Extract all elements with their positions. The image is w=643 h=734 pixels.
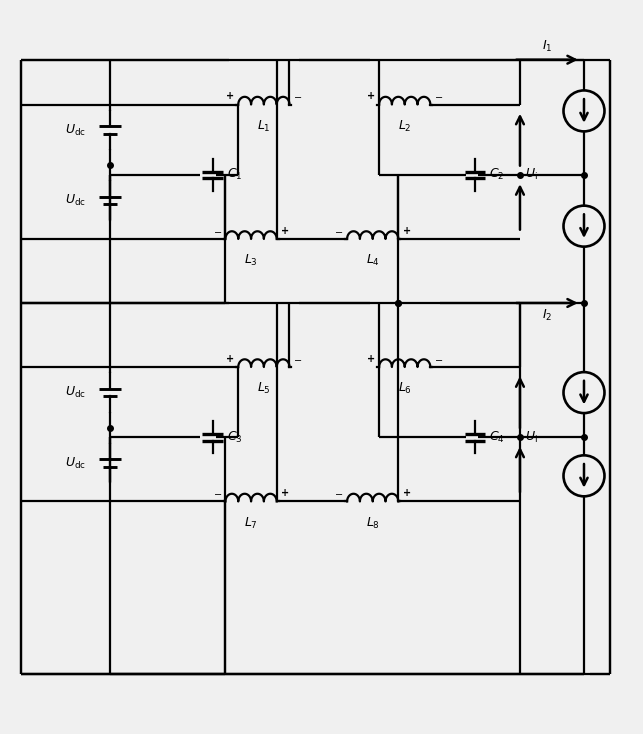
Text: +: + xyxy=(367,91,375,101)
Text: $U_{\mathrm{dc}}$: $U_{\mathrm{dc}}$ xyxy=(65,385,86,400)
Text: $-$: $-$ xyxy=(334,225,343,236)
Text: $L_5$: $L_5$ xyxy=(257,381,271,396)
Text: $C_1$: $C_1$ xyxy=(227,167,242,183)
Text: +: + xyxy=(403,488,411,498)
Text: $U_{\mathrm{i}}$: $U_{\mathrm{i}}$ xyxy=(525,430,538,445)
Text: $I_2$: $I_2$ xyxy=(542,308,552,324)
Text: $I_1$: $I_1$ xyxy=(542,40,552,54)
Text: +: + xyxy=(281,225,289,236)
Text: $U_{\mathrm{i}}$: $U_{\mathrm{i}}$ xyxy=(525,167,538,183)
Text: +: + xyxy=(281,488,289,498)
Text: $-$: $-$ xyxy=(293,91,302,101)
Text: $-$: $-$ xyxy=(334,488,343,498)
Text: +: + xyxy=(226,91,234,101)
Text: $U_{\mathrm{dc}}$: $U_{\mathrm{dc}}$ xyxy=(65,123,86,138)
Text: +: + xyxy=(367,354,375,363)
Text: $U_{\mathrm{dc}}$: $U_{\mathrm{dc}}$ xyxy=(65,456,86,470)
Text: +: + xyxy=(226,354,234,363)
Text: $-$: $-$ xyxy=(434,91,443,101)
Text: $L_4$: $L_4$ xyxy=(366,253,380,268)
Text: $-$: $-$ xyxy=(293,354,302,363)
Text: $C_3$: $C_3$ xyxy=(227,430,242,445)
Text: $-$: $-$ xyxy=(213,488,222,498)
Text: $U_{\mathrm{dc}}$: $U_{\mathrm{dc}}$ xyxy=(65,193,86,208)
Text: $C_4$: $C_4$ xyxy=(489,430,505,445)
Text: $L_6$: $L_6$ xyxy=(398,381,412,396)
Text: $-$: $-$ xyxy=(434,354,443,363)
Text: $L_1$: $L_1$ xyxy=(257,119,271,134)
Text: $L_3$: $L_3$ xyxy=(244,253,258,268)
Text: $L_8$: $L_8$ xyxy=(366,515,380,531)
Text: $L_7$: $L_7$ xyxy=(244,515,258,531)
Text: $L_2$: $L_2$ xyxy=(398,119,412,134)
Text: $C_2$: $C_2$ xyxy=(489,167,505,183)
Text: +: + xyxy=(403,225,411,236)
Text: $-$: $-$ xyxy=(213,225,222,236)
